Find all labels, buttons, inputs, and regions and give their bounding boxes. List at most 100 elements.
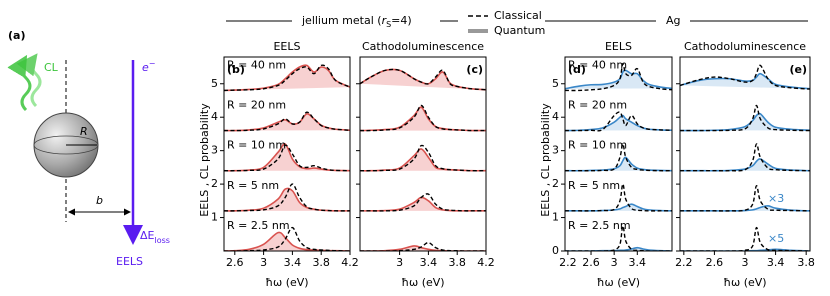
x-tick-label: 2.2 bbox=[559, 256, 577, 269]
x-tick-label: 3.4 bbox=[629, 256, 647, 269]
axes-frame bbox=[679, 56, 811, 252]
scale-label: ×3 bbox=[768, 192, 784, 205]
panel-title: EELS bbox=[605, 40, 632, 53]
axes-frame bbox=[223, 56, 351, 252]
classical-line bbox=[224, 183, 350, 212]
row-label: R = 5 nm bbox=[227, 179, 279, 192]
x-tick-label: 2.6 bbox=[582, 256, 600, 269]
plots: EELS 2.6 3 3.4 3.8 4.2 1 2 3 4 5 ħω (eV) EELS , CL p… bbox=[198, 40, 815, 289]
y-tick-label: 5 bbox=[211, 77, 218, 90]
x-axis-title: ħω (eV) bbox=[723, 276, 766, 289]
quantum-area bbox=[224, 232, 350, 251]
loss-symbol: ΔE bbox=[140, 229, 155, 242]
classical-line bbox=[224, 64, 350, 92]
panel-label: (a) bbox=[8, 29, 25, 42]
x-tick-label: 3.4 bbox=[420, 256, 438, 269]
y-tick-label: 1 bbox=[552, 211, 559, 224]
x-tick-label: 3 bbox=[396, 256, 403, 269]
panel: Cathodoluminescence 3 3.4 3.8 4.2 ħω (eV) (c) bbox=[356, 40, 495, 289]
cl-wave bbox=[7, 54, 32, 112]
y-tick-label: 1 bbox=[211, 211, 218, 224]
classical-line bbox=[360, 68, 486, 91]
panel-title: Cathodoluminescence bbox=[362, 40, 484, 53]
loss-label: ΔEloss bbox=[140, 229, 170, 245]
y-tick-label: 4 bbox=[552, 110, 559, 123]
classical-line bbox=[565, 183, 672, 212]
x-tick-label: 2.6 bbox=[226, 256, 244, 269]
x-axis-title: ħω (eV) bbox=[265, 276, 308, 289]
x-axis-title: ħω (eV) bbox=[401, 276, 444, 289]
eels-label: EELS bbox=[116, 255, 143, 268]
title-part: jellium metal ( bbox=[301, 14, 382, 27]
legend-label: Quantum bbox=[494, 24, 545, 37]
axes-frame bbox=[359, 56, 487, 252]
x-tick-label: 2.2 bbox=[675, 256, 693, 269]
quantum-area bbox=[360, 148, 486, 171]
classical-line bbox=[565, 62, 672, 92]
quantum-area bbox=[360, 107, 486, 131]
panel: Cathodoluminescence 2.2 2.6 3 3.4 3.8 ħω (eV) ×… bbox=[675, 40, 815, 289]
title-part: =4) bbox=[391, 14, 412, 27]
x-tick-label: 3.4 bbox=[767, 256, 785, 269]
classical-line bbox=[360, 104, 486, 132]
row-label: R = 40 nm bbox=[568, 58, 627, 71]
x-axis-title: ħω (eV) bbox=[597, 276, 640, 289]
x-tick-label: 3.8 bbox=[312, 256, 330, 269]
electron-label: e− bbox=[142, 59, 155, 75]
title-part: S bbox=[386, 20, 391, 29]
row-label: R = 10 nm bbox=[227, 139, 286, 152]
classical-line bbox=[680, 143, 810, 172]
panel-label: (d) bbox=[568, 63, 586, 76]
quantum-area bbox=[360, 69, 486, 90]
row-label: R = 20 nm bbox=[568, 99, 627, 112]
quantum-area bbox=[360, 197, 486, 211]
quantum-area bbox=[680, 113, 810, 131]
x-tick-label: 4.2 bbox=[477, 256, 495, 269]
x-tick-label: 3 bbox=[742, 256, 749, 269]
x-tick-label: 3.8 bbox=[448, 256, 466, 269]
classical-line bbox=[680, 185, 810, 212]
panel: EELS 2.6 3 3.4 3.8 4.2 1 2 3 4 5 ħω (eV) EELS , CL p… bbox=[198, 40, 359, 289]
x-tick-label: 3 bbox=[260, 256, 267, 269]
classical-line bbox=[565, 111, 672, 132]
loss-subscript: loss bbox=[154, 236, 169, 245]
legend-label: Classical bbox=[494, 9, 542, 22]
x-tick-label: 3.8 bbox=[797, 256, 815, 269]
schematic: (a) CL R e− b ΔEloss EELS bbox=[7, 29, 170, 268]
y-tick-label: 2 bbox=[211, 177, 218, 190]
cl-wave bbox=[16, 53, 42, 108]
header: jellium metal (rS=4) Classical Quantum A… bbox=[226, 9, 808, 37]
classical-line bbox=[360, 144, 486, 172]
panel: EELS 2.2 2.6 3 3.4 0 1 2 3 4 5 ħω (eV) EELS , CL pro… bbox=[539, 40, 673, 289]
classical-line bbox=[565, 143, 672, 172]
row-label: R = 10 nm bbox=[568, 139, 627, 152]
quantum-area bbox=[565, 115, 672, 131]
x-tick-label: 4.2 bbox=[341, 256, 359, 269]
row-label: R = 2.5 nm bbox=[568, 219, 631, 232]
y-tick-label: 2 bbox=[552, 177, 559, 190]
title-part: r bbox=[382, 14, 388, 27]
classical-line bbox=[680, 104, 810, 132]
quantum-area bbox=[224, 188, 350, 211]
row-label: R = 20 nm bbox=[227, 99, 286, 112]
panel-label: (e) bbox=[789, 63, 807, 76]
curves bbox=[680, 64, 810, 251]
y-tick-label: 4 bbox=[211, 110, 218, 123]
ag-title: Ag bbox=[666, 14, 681, 27]
classical-line bbox=[680, 226, 810, 251]
panel-label: (c) bbox=[466, 63, 483, 76]
y-tick-label: 3 bbox=[552, 144, 559, 157]
impact-label: b bbox=[96, 194, 103, 207]
classical-line bbox=[360, 193, 486, 212]
classical-line bbox=[680, 64, 810, 90]
classical-line bbox=[224, 111, 350, 132]
x-tick-label: 3 bbox=[611, 256, 618, 269]
electron-symbol: e bbox=[142, 61, 149, 74]
radius-label: R bbox=[80, 125, 88, 138]
x-tick-label: 2.6 bbox=[706, 256, 724, 269]
row-label: R = 2.5 nm bbox=[227, 219, 290, 232]
classical-line bbox=[224, 144, 350, 172]
row-label: R = 40 nm bbox=[227, 58, 286, 71]
y-axis-title: EELS , CL probability bbox=[198, 103, 211, 217]
